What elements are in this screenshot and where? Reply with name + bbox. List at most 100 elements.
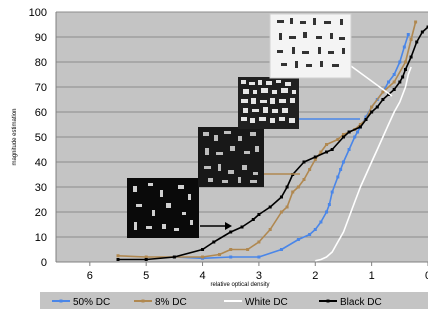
legend-item-black-dc: Black DC [319, 297, 382, 308]
black-dc-stimulus-pattern [133, 183, 193, 231]
data-point-black-dc [375, 105, 379, 109]
data-point-8-dc [296, 185, 300, 189]
x-tick-label: 5 [143, 270, 149, 282]
data-point-8-dc [246, 248, 250, 251]
data-point-8-dc [201, 255, 205, 259]
y-tick-label: 30 [35, 182, 47, 194]
x-tick-label: 3 [256, 270, 262, 282]
data-point-50-dc [319, 220, 323, 224]
data-point-black-dc [257, 213, 261, 216]
y-tick-label: 100 [29, 7, 47, 19]
y-tick-label: 90 [35, 32, 47, 44]
data-point-50-dc [325, 210, 329, 214]
data-point-8-dc [291, 190, 295, 194]
data-point-8-dc [392, 80, 396, 84]
legend-label: Black DC [340, 297, 382, 308]
arrowhead-black-dc-icon [225, 222, 232, 230]
data-point-black-dc [144, 258, 148, 261]
data-point-8-dc [302, 178, 306, 181]
data-point-black-dc [268, 205, 272, 209]
data-point-black-dc [347, 130, 351, 134]
data-point-black-dc [313, 155, 317, 159]
legend-label: 8% DC [155, 297, 187, 308]
data-point-50-dc [257, 255, 261, 259]
y-tick-label: 40 [35, 157, 47, 169]
data-point-50-dc [339, 168, 343, 171]
data-point-8-dc [381, 90, 385, 94]
data-point-8-dc [403, 60, 407, 64]
legend: 50% DC 8% DC White DC Black DC [40, 292, 428, 309]
data-point-black-dc [364, 118, 368, 121]
data-point-8-dc [336, 138, 340, 141]
data-point-8-dc [279, 210, 283, 214]
series-line-50-dc [174, 34, 410, 260]
data-point-50-dc [398, 60, 402, 64]
data-point-8-dc [229, 248, 233, 251]
legend-marker [141, 299, 145, 303]
8-dc-stimulus-image [198, 127, 264, 187]
data-point-black-dc [392, 88, 396, 91]
data-point-black-dc [302, 160, 306, 164]
data-point-50-dc [387, 80, 391, 84]
data-point-8-dc [414, 20, 418, 24]
x-tick-label: 6 [87, 270, 93, 282]
y-axis-label: magnitude estimation [12, 108, 18, 165]
data-point-black-dc [240, 225, 244, 229]
x-tick-label: 0 [425, 270, 428, 282]
data-point-50-dc [229, 255, 233, 259]
data-point-black-dc [420, 30, 424, 34]
data-point-50-dc [347, 148, 351, 151]
y-tick-label: 60 [35, 107, 47, 119]
data-point-8-dc [313, 158, 317, 161]
data-point-50-dc [364, 115, 368, 119]
data-point-8-dc [319, 150, 323, 154]
y-tick-label: 70 [35, 82, 47, 94]
x-axis-label: relative optical density [210, 282, 269, 288]
data-point-8-dc [257, 240, 261, 244]
data-point-black-dc [330, 148, 334, 151]
white-dc-stimulus-pattern [277, 18, 345, 68]
data-point-50-dc [308, 233, 312, 236]
data-point-50-dc [356, 130, 360, 134]
data-point-50-dc [392, 73, 396, 76]
data-point-8-dc [285, 205, 289, 209]
data-point-8-dc [268, 228, 272, 231]
data-point-50-dc [279, 248, 283, 251]
x-tick-label: 2 [312, 270, 318, 282]
data-point-8-dc [409, 38, 413, 41]
legend-marker [59, 299, 63, 303]
legend-label: White DC [245, 297, 288, 308]
x-tick-label: 4 [199, 270, 205, 282]
data-point-8-dc [217, 253, 221, 256]
data-point-black-dc [285, 185, 289, 189]
white-dc-stimulus-image [269, 13, 352, 79]
data-point-8-dc [341, 133, 345, 136]
data-point-50-dc [353, 135, 357, 139]
legend-item-50-dc: 50% DC [52, 297, 110, 308]
y-tick-label: 0 [41, 257, 47, 269]
stimulus-images [127, 13, 393, 238]
8-dc-stimulus-pattern [203, 131, 259, 183]
series-white-dc [315, 66, 412, 262]
data-point-black-dc [212, 240, 216, 244]
legend-marker [326, 299, 330, 303]
data-point-8-dc [358, 123, 362, 126]
data-point-black-dc [358, 125, 362, 129]
data-point-50-dc [313, 228, 317, 231]
data-point-black-dc [398, 80, 402, 84]
data-point-black-dc [381, 98, 385, 101]
data-point-black-dc [116, 258, 120, 261]
series-black-dc [116, 25, 428, 261]
data-point-50-dc [406, 33, 410, 36]
data-point-50-dc [296, 238, 300, 241]
series-line-white-dc [315, 66, 412, 262]
y-tick-label: 20 [35, 207, 47, 219]
y-axis-ticks: 0 10 20 30 40 50 60 70 80 90 100 [29, 7, 47, 269]
data-point-50-dc [336, 175, 340, 179]
data-point-8-dc [325, 143, 329, 146]
data-point-black-dc [403, 68, 407, 71]
y-tick-label: 10 [35, 232, 47, 244]
50-dc-stimulus-pattern [241, 80, 296, 123]
data-point-black-dc [387, 93, 391, 96]
